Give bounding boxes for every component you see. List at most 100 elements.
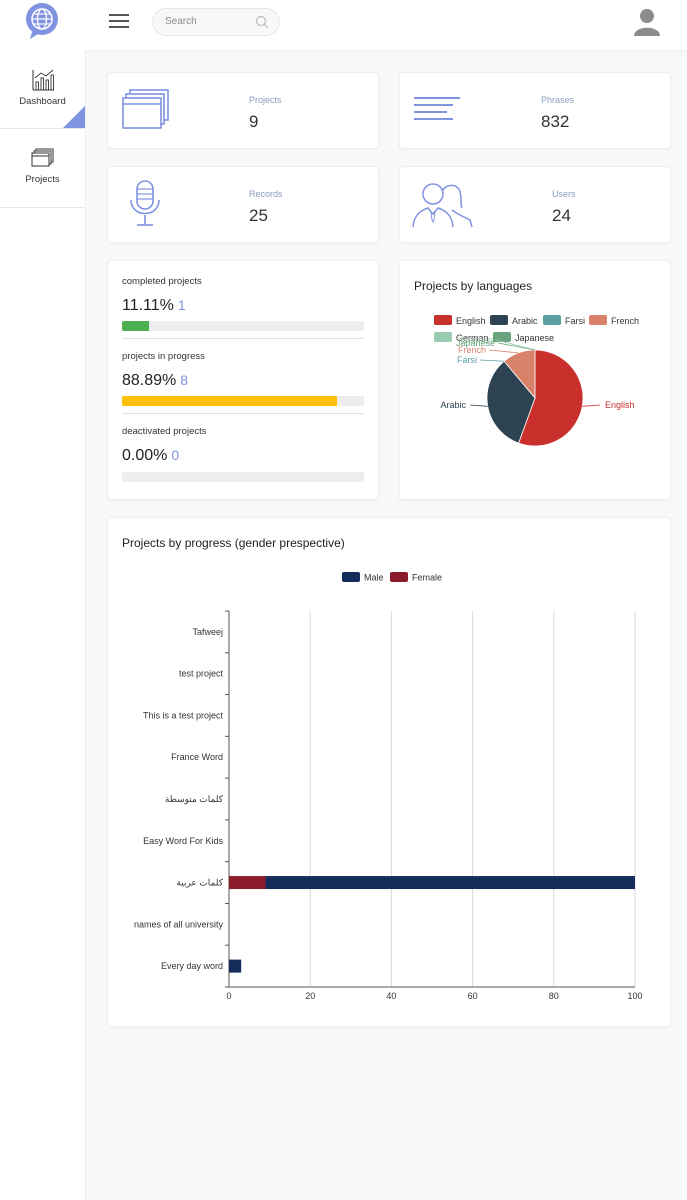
y-category-label: Easy Word For Kids	[143, 836, 223, 846]
y-category-label: names of all university	[134, 919, 224, 929]
sidebar-item-label: Projects	[25, 174, 60, 185]
globe-chat-logo-icon[interactable]	[24, 2, 62, 40]
slice-leader-line	[479, 359, 505, 362]
legend-label: English	[456, 316, 486, 326]
stat-value: 9	[249, 112, 259, 131]
x-tick-label: 100	[627, 991, 642, 1001]
y-category-label: كلمات عربية	[176, 878, 223, 889]
user-avatar-icon[interactable]	[634, 8, 660, 36]
stat-value: 832	[541, 112, 570, 131]
sidebar-item-dashboard[interactable]: Dashboard	[0, 50, 85, 129]
progress-percent: 88.89% 8	[122, 372, 188, 390]
stat-label: Projects	[249, 95, 282, 105]
gender-bar-card: Projects by progress (gender prespective…	[107, 517, 671, 1027]
legend-label: Farsi	[565, 316, 585, 326]
progress-title: completed projects	[122, 276, 202, 287]
stat-card-users[interactable]: Users 24	[399, 166, 671, 243]
legend-swatch	[434, 332, 452, 342]
legend-label: Male	[364, 573, 384, 583]
sidebar-item-label: Dashboard	[19, 96, 66, 107]
sidebar-item-projects[interactable]: Projects	[0, 129, 85, 208]
stat-label: Users	[552, 189, 576, 199]
legend-swatch	[543, 315, 561, 325]
divider	[122, 413, 364, 414]
slice-leader-line	[488, 349, 519, 354]
search-box	[152, 8, 280, 36]
progress-count: 0	[171, 447, 180, 463]
progress-count: 1	[177, 297, 186, 313]
stat-value: 25	[249, 206, 268, 225]
x-tick-label: 0	[226, 991, 231, 1001]
slice-label: Arabic	[440, 400, 466, 410]
y-category-label: France Word	[171, 752, 223, 762]
legend-swatch	[493, 332, 511, 342]
progress-bar	[122, 396, 364, 406]
languages-pie-card: Projects by languages English Arabic Farsi…	[399, 260, 671, 500]
stat-label: Phrases	[541, 95, 575, 105]
legend-swatch	[434, 315, 452, 325]
slice-leader-line	[469, 404, 488, 407]
y-category-label: This is a test project	[143, 710, 224, 720]
search-icon[interactable]	[255, 15, 269, 29]
bar-female	[229, 876, 266, 890]
x-tick-label: 80	[549, 991, 559, 1001]
stacked-windows-icon	[31, 148, 53, 167]
progress-fill	[122, 321, 149, 331]
progress-percent: 0.00% 0	[122, 447, 179, 465]
progress-card: completed projects 11.11% 1 projects in p…	[107, 260, 379, 500]
x-tick-label: 20	[305, 991, 315, 1001]
hamburger-line	[109, 14, 129, 16]
stat-value: 24	[552, 206, 571, 225]
users-icon	[412, 183, 473, 228]
progress-bar	[122, 321, 364, 331]
slice-leader-line	[497, 342, 536, 351]
progress-percent: 11.11% 1	[122, 297, 186, 315]
slice-leader-line	[582, 404, 601, 407]
slice-label: Farsi	[457, 355, 477, 365]
bar-male	[265, 876, 635, 890]
y-category-label: Tafweej	[192, 627, 223, 637]
stat-label: Records	[249, 189, 283, 199]
pie-slice	[486, 360, 536, 444]
bar-male	[229, 959, 242, 973]
projects-icon	[122, 89, 169, 129]
percent-value: 11.11%	[122, 297, 174, 314]
slice-label: Japanese	[456, 338, 495, 348]
slice-label: German	[460, 335, 493, 345]
card-title: Projects by progress (gender prespective…	[122, 536, 345, 550]
stat-card-records[interactable]: Records 25	[107, 166, 379, 243]
legend-swatch	[589, 315, 607, 325]
legend-label: Female	[412, 573, 442, 583]
search-input[interactable]	[165, 16, 255, 27]
slice-label: French	[458, 345, 486, 355]
stat-card-phrases[interactable]: Phrases 832	[399, 72, 671, 149]
divider	[122, 338, 364, 339]
active-indicator	[63, 106, 85, 128]
x-tick-label: 60	[468, 991, 478, 1001]
progress-fill	[122, 396, 338, 406]
legend-swatch	[490, 315, 508, 325]
legend-swatch	[390, 572, 408, 582]
text-lines-icon	[414, 97, 460, 120]
y-category-label: Every day word	[161, 961, 223, 971]
percent-value: 0.00%	[122, 447, 168, 464]
progress-title: deactivated projects	[122, 426, 207, 437]
x-tick-label: 40	[386, 991, 396, 1001]
progress-bar	[122, 472, 364, 482]
legend-label: Arabic	[512, 316, 538, 326]
legend-label: Japanese	[515, 333, 554, 343]
legend-label: French	[611, 316, 639, 326]
bar-chart-icon	[32, 69, 54, 91]
stat-card-projects[interactable]: Projects 9	[107, 72, 379, 149]
y-category-label: test project	[179, 669, 224, 679]
top-bar	[0, 0, 687, 50]
progress-count: 8	[180, 372, 189, 388]
legend-swatch	[342, 572, 360, 582]
hamburger-line	[109, 26, 129, 28]
hamburger-line	[109, 20, 129, 22]
slice-label: English	[605, 400, 635, 410]
percent-value: 88.89%	[122, 372, 177, 389]
menu-toggle-button[interactable]	[109, 14, 129, 28]
microphone-icon	[130, 180, 160, 226]
